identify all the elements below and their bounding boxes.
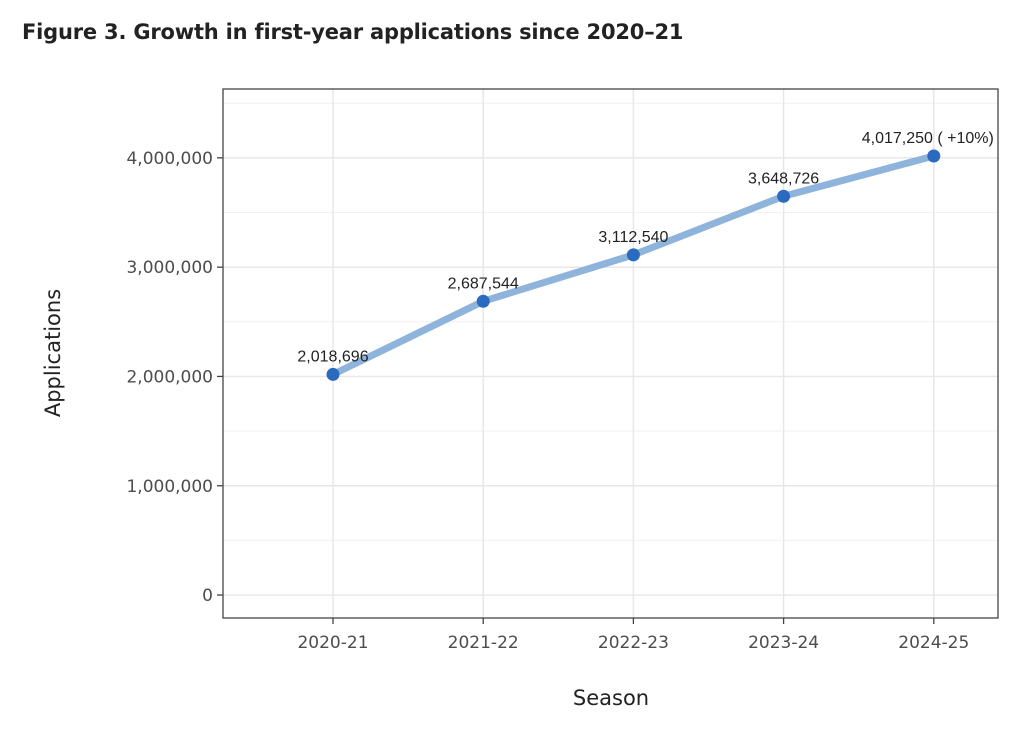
y-tick-label: 2,000,000 <box>126 367 213 387</box>
y-tick-label: 1,000,000 <box>126 477 213 497</box>
x-tick-label: 2022-23 <box>598 633 669 653</box>
x-tick-label: 2020-21 <box>297 633 368 653</box>
data-label: 2,687,544 <box>448 275 519 292</box>
x-tick-label: 2021-22 <box>448 633 519 653</box>
data-point <box>626 248 640 262</box>
y-tick-label: 4,000,000 <box>126 149 213 169</box>
y-axis-title: Applications <box>41 289 65 417</box>
data-point <box>777 189 791 203</box>
data-label: 3,112,540 <box>598 229 668 246</box>
data-point <box>476 294 490 308</box>
y-tick-label: 3,000,000 <box>126 258 213 278</box>
x-axis-title: Season <box>573 686 649 710</box>
x-tick-label: 2024-25 <box>898 633 969 653</box>
data-label: 4,017,250 ( +10%) <box>862 130 994 147</box>
data-point <box>326 367 340 381</box>
data-label: 2,018,696 <box>297 348 368 365</box>
x-tick-label: 2023-24 <box>748 633 819 653</box>
chart-title: Figure 3. Growth in first-year applicati… <box>22 20 684 44</box>
plot-panel-border <box>222 88 999 619</box>
y-tick-label: 0 <box>202 586 213 606</box>
data-point <box>927 149 941 163</box>
data-label: 3,648,726 <box>748 170 819 187</box>
